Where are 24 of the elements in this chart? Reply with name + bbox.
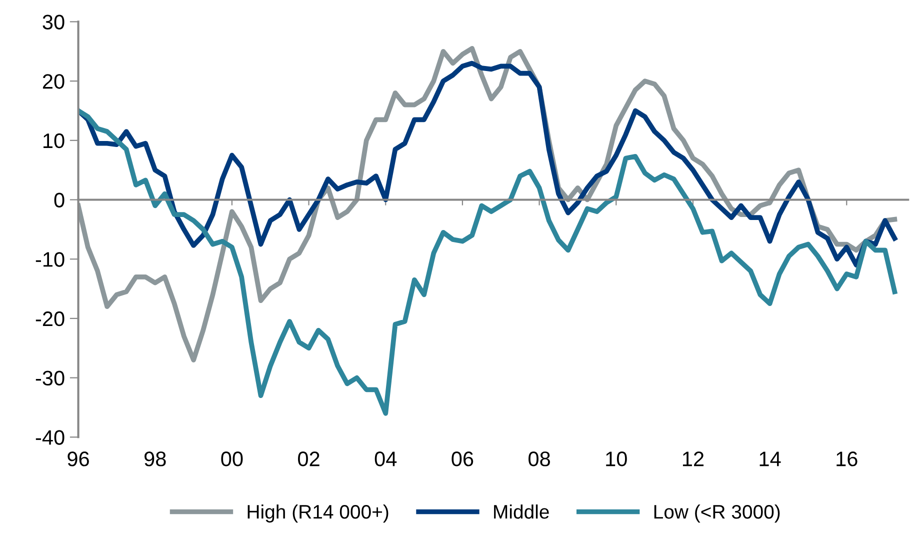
y-tick-label: 10 — [44, 133, 64, 148]
line-series — [78, 108, 898, 416]
x-tick-label: 98 — [144, 452, 166, 466]
x-tick-label: 02 — [298, 452, 320, 466]
x-tick-label: 96 — [68, 452, 89, 466]
y-tick-label: -20 — [36, 311, 64, 326]
y-tick-label: 30 — [42, 14, 64, 30]
y-tick-label: -40 — [36, 430, 64, 445]
x-tick-label: 16 — [836, 452, 858, 466]
legend-label: Low (<R 3000) — [654, 504, 780, 523]
legend-label: Middle — [494, 504, 549, 519]
x-tick-label: 12 — [682, 452, 704, 466]
y-tick-label: -30 — [36, 370, 64, 386]
legend-label: High (R14 000+) — [248, 504, 388, 523]
y-tick-label: 0 — [54, 192, 64, 208]
y-tick-label: 20 — [42, 74, 64, 89]
x-tick-label: 08 — [528, 452, 550, 466]
x-tick-label: 00 — [221, 452, 243, 466]
x-tick-label: 04 — [374, 452, 397, 466]
x-tick-label: 06 — [452, 452, 474, 466]
line-series — [78, 60, 898, 268]
y-tick-label: -10 — [36, 252, 64, 267]
x-tick-label: 10 — [606, 452, 627, 466]
x-tick-label: 14 — [760, 452, 781, 466]
